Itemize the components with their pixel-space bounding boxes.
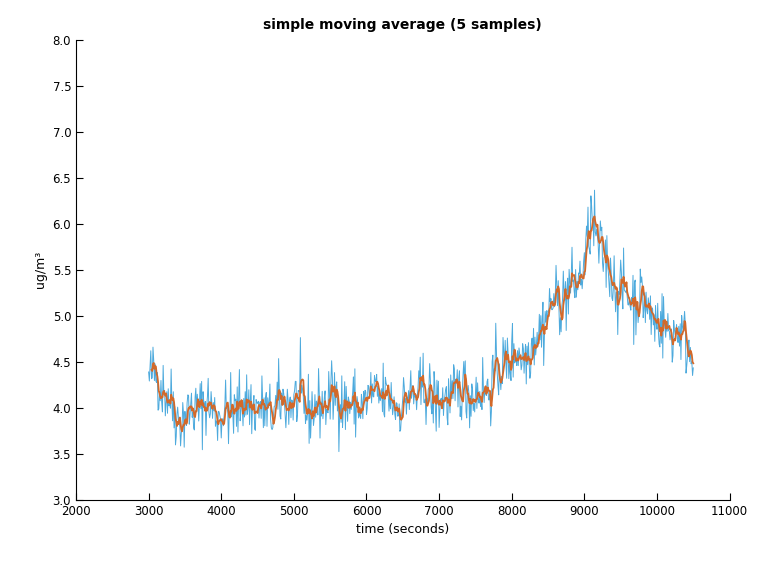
Y-axis label: ug/m³: ug/m³	[34, 251, 47, 289]
X-axis label: time (seconds): time (seconds)	[356, 523, 449, 536]
Title: simple moving average (5 samples): simple moving average (5 samples)	[264, 18, 542, 32]
